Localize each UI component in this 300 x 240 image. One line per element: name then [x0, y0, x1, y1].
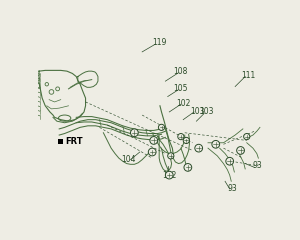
Text: 103: 103 — [191, 107, 205, 116]
Text: 103: 103 — [199, 108, 214, 116]
Text: 108: 108 — [174, 67, 188, 76]
Bar — [58, 139, 63, 144]
Circle shape — [150, 137, 158, 144]
Text: 119: 119 — [152, 38, 166, 47]
Circle shape — [212, 140, 220, 148]
Circle shape — [130, 129, 138, 137]
Text: 111: 111 — [241, 71, 255, 79]
Text: 102: 102 — [162, 171, 176, 180]
Circle shape — [244, 133, 250, 140]
Text: 93: 93 — [253, 161, 262, 170]
Circle shape — [184, 163, 192, 171]
Circle shape — [183, 137, 189, 144]
Circle shape — [158, 124, 165, 131]
Circle shape — [178, 133, 184, 140]
Circle shape — [226, 157, 234, 165]
Text: 105: 105 — [174, 84, 188, 93]
Circle shape — [195, 144, 203, 152]
Text: 102: 102 — [176, 99, 190, 108]
Circle shape — [148, 148, 156, 156]
Text: 104: 104 — [122, 155, 136, 164]
Circle shape — [165, 171, 173, 179]
Circle shape — [168, 153, 174, 159]
Circle shape — [237, 147, 244, 154]
Text: 93: 93 — [228, 185, 238, 193]
Text: FRT: FRT — [65, 138, 83, 146]
